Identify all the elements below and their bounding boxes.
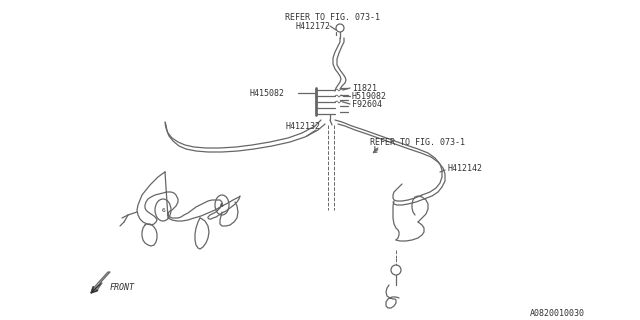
Text: H412142: H412142	[447, 164, 482, 172]
Text: A0820010030: A0820010030	[530, 309, 585, 318]
Text: F92604: F92604	[352, 100, 382, 108]
Text: FRONT: FRONT	[110, 283, 135, 292]
Text: 6: 6	[161, 207, 165, 212]
Text: REFER TO FIG. 073-1: REFER TO FIG. 073-1	[370, 138, 465, 147]
Text: H415082: H415082	[250, 89, 285, 98]
Text: H412132: H412132	[285, 122, 320, 131]
Text: H412172: H412172	[295, 21, 330, 30]
Text: REFER TO FIG. 073-1: REFER TO FIG. 073-1	[285, 12, 380, 21]
Text: H519082: H519082	[352, 92, 387, 100]
Text: 6: 6	[220, 203, 224, 207]
Text: I1821: I1821	[352, 84, 377, 92]
